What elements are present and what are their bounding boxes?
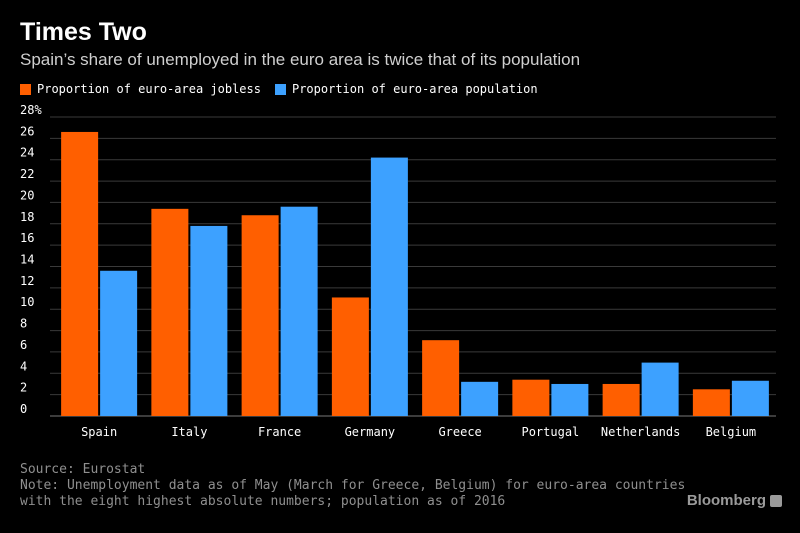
- y-tick-label-22: 22: [20, 167, 34, 181]
- methodology-note-line1: Note: Unemployment data as of May (March…: [20, 478, 686, 493]
- bar-belgium-population: [731, 380, 769, 416]
- bar-netherlands-population: [641, 362, 679, 416]
- brand-name: Bloomberg: [686, 492, 766, 509]
- x-tick-label-spain: Spain: [81, 425, 117, 439]
- x-tick-label-belgium: Belgium: [706, 425, 757, 439]
- footer: Source: Eurostat Note: Unemployment data…: [20, 462, 685, 510]
- y-tick-label-2: 2: [20, 381, 27, 395]
- bar-italy-population: [190, 225, 228, 416]
- bar-france-jobless: [241, 215, 279, 416]
- bar-belgium-jobless: [692, 389, 730, 416]
- bar-france-population: [280, 206, 318, 416]
- y-tick-label-28: 28%: [20, 103, 42, 117]
- y-tick-label-26: 26: [20, 124, 34, 138]
- y-tick-label-16: 16: [20, 231, 34, 245]
- legend: Proportion of euro-area jobless Proporti…: [20, 82, 538, 96]
- brand-logo: Bloomberg: [687, 492, 782, 509]
- x-tick-label-netherlands: Netherlands: [601, 425, 680, 439]
- x-tick-label-germany: Germany: [345, 425, 396, 439]
- bar-portugal-population: [551, 383, 589, 416]
- y-tick-label-20: 20: [20, 188, 34, 202]
- x-tick-label-italy: Italy: [171, 425, 207, 439]
- bar-spain-population: [100, 270, 138, 416]
- y-tick-label-8: 8: [20, 317, 27, 331]
- chart-title: Times Two: [20, 18, 147, 46]
- bar-greece-population: [461, 381, 499, 416]
- bar-portugal-jobless: [512, 379, 550, 416]
- methodology-note-line2: with the eight highest absolute numbers;…: [20, 494, 506, 509]
- y-tick-label-0: 0: [20, 402, 27, 416]
- legend-item-population: Proportion of euro-area population: [274, 82, 538, 96]
- bar-germany-population: [370, 157, 408, 417]
- x-tick-label-portugal: Portugal: [521, 425, 579, 439]
- legend-swatch-population: [274, 83, 286, 95]
- y-tick-label-14: 14: [20, 253, 34, 267]
- bar-netherlands-jobless: [602, 383, 640, 416]
- y-tick-label-4: 4: [20, 359, 27, 373]
- bar-italy-jobless: [151, 208, 189, 416]
- y-tick-label-6: 6: [20, 338, 27, 352]
- x-tick-label-greece: Greece: [438, 425, 481, 439]
- bar-germany-jobless: [331, 297, 369, 416]
- x-tick-label-france: France: [258, 425, 301, 439]
- legend-item-jobless: Proportion of euro-area jobless: [20, 82, 261, 96]
- bar-greece-jobless: [422, 340, 460, 416]
- bar-spain-jobless: [61, 131, 99, 416]
- legend-label-population: Proportion of euro-area population: [291, 82, 538, 96]
- chart-subtitle: Spain’s share of unemployed in the euro …: [20, 50, 581, 69]
- y-tick-label-12: 12: [20, 274, 34, 288]
- source-note: Source: Eurostat: [20, 462, 146, 477]
- legend-swatch-jobless: [20, 83, 31, 95]
- legend-label-jobless: Proportion of euro-area jobless: [37, 82, 261, 96]
- y-tick-label-24: 24: [20, 146, 34, 160]
- bloomberg-icon: [770, 494, 782, 507]
- y-tick-label-10: 10: [20, 295, 34, 309]
- y-tick-label-18: 18: [20, 210, 34, 224]
